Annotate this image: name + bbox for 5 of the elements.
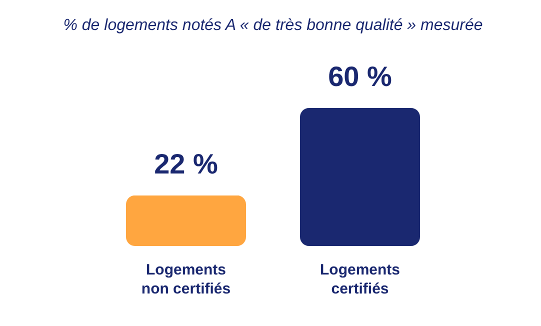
chart-title: % de logements notés A « de très bonne qualité » mesurée: [63, 17, 483, 34]
data-label: 60 %: [328, 61, 392, 92]
x-tick-label: Logements certifiés: [320, 262, 400, 298]
x-tick-label: Logements non certifiés: [141, 262, 231, 298]
data-label: 22 %: [154, 148, 218, 180]
